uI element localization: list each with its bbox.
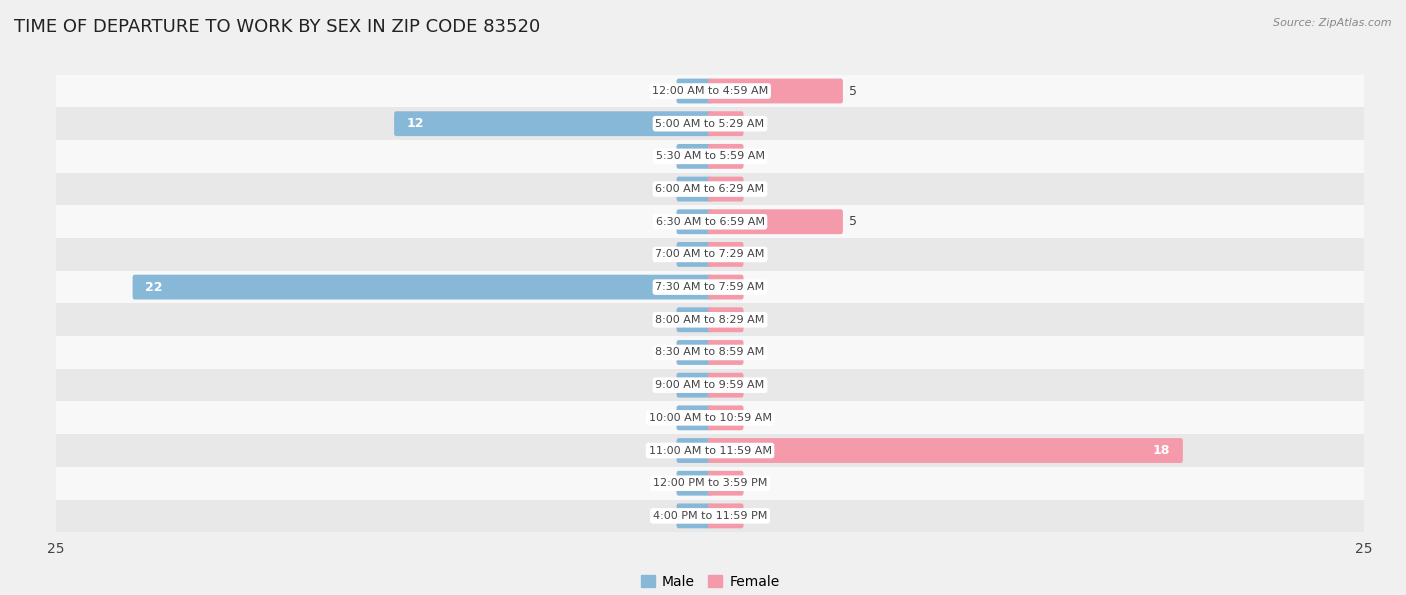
FancyBboxPatch shape	[676, 503, 711, 528]
FancyBboxPatch shape	[709, 275, 744, 299]
FancyBboxPatch shape	[56, 271, 1364, 303]
Text: 18: 18	[1153, 444, 1170, 457]
Text: 0: 0	[749, 314, 758, 326]
FancyBboxPatch shape	[709, 438, 1182, 463]
Text: 9:00 AM to 9:59 AM: 9:00 AM to 9:59 AM	[655, 380, 765, 390]
Text: 5:30 AM to 5:59 AM: 5:30 AM to 5:59 AM	[655, 151, 765, 161]
FancyBboxPatch shape	[56, 336, 1364, 369]
FancyBboxPatch shape	[56, 303, 1364, 336]
Text: Source: ZipAtlas.com: Source: ZipAtlas.com	[1274, 18, 1392, 28]
FancyBboxPatch shape	[709, 340, 744, 365]
FancyBboxPatch shape	[676, 372, 711, 397]
Text: 7:30 AM to 7:59 AM: 7:30 AM to 7:59 AM	[655, 282, 765, 292]
FancyBboxPatch shape	[56, 467, 1364, 500]
FancyBboxPatch shape	[709, 177, 744, 202]
FancyBboxPatch shape	[709, 111, 744, 136]
Text: 0: 0	[749, 117, 758, 130]
Text: 6:00 AM to 6:29 AM: 6:00 AM to 6:29 AM	[655, 184, 765, 194]
FancyBboxPatch shape	[676, 438, 711, 463]
Text: 10:00 AM to 10:59 AM: 10:00 AM to 10:59 AM	[648, 413, 772, 423]
Text: 11:00 AM to 11:59 AM: 11:00 AM to 11:59 AM	[648, 446, 772, 456]
FancyBboxPatch shape	[676, 471, 711, 496]
Text: 5: 5	[849, 215, 856, 228]
FancyBboxPatch shape	[676, 340, 711, 365]
FancyBboxPatch shape	[709, 471, 744, 496]
FancyBboxPatch shape	[676, 308, 711, 332]
FancyBboxPatch shape	[709, 79, 842, 104]
Text: 0: 0	[662, 150, 671, 163]
FancyBboxPatch shape	[709, 503, 744, 528]
Text: 0: 0	[662, 248, 671, 261]
Text: 0: 0	[749, 509, 758, 522]
Text: 12:00 AM to 4:59 AM: 12:00 AM to 4:59 AM	[652, 86, 768, 96]
Text: 0: 0	[662, 509, 671, 522]
FancyBboxPatch shape	[56, 173, 1364, 205]
Text: 0: 0	[662, 411, 671, 424]
FancyBboxPatch shape	[676, 79, 711, 104]
FancyBboxPatch shape	[56, 74, 1364, 107]
FancyBboxPatch shape	[56, 205, 1364, 238]
FancyBboxPatch shape	[676, 209, 711, 234]
FancyBboxPatch shape	[709, 209, 842, 234]
FancyBboxPatch shape	[56, 500, 1364, 533]
FancyBboxPatch shape	[709, 144, 744, 169]
FancyBboxPatch shape	[709, 308, 744, 332]
Text: 0: 0	[662, 84, 671, 98]
Text: 0: 0	[662, 215, 671, 228]
Text: 0: 0	[749, 248, 758, 261]
Text: 12:00 PM to 3:59 PM: 12:00 PM to 3:59 PM	[652, 478, 768, 488]
Text: 5:00 AM to 5:29 AM: 5:00 AM to 5:29 AM	[655, 118, 765, 129]
Text: 4:00 PM to 11:59 PM: 4:00 PM to 11:59 PM	[652, 511, 768, 521]
Legend: Male, Female: Male, Female	[641, 575, 779, 589]
Text: 8:00 AM to 8:29 AM: 8:00 AM to 8:29 AM	[655, 315, 765, 325]
FancyBboxPatch shape	[709, 372, 744, 397]
Text: 0: 0	[749, 378, 758, 392]
Text: 0: 0	[662, 314, 671, 326]
FancyBboxPatch shape	[56, 402, 1364, 434]
Text: 8:30 AM to 8:59 AM: 8:30 AM to 8:59 AM	[655, 347, 765, 358]
FancyBboxPatch shape	[56, 369, 1364, 402]
FancyBboxPatch shape	[56, 434, 1364, 467]
Text: TIME OF DEPARTURE TO WORK BY SEX IN ZIP CODE 83520: TIME OF DEPARTURE TO WORK BY SEX IN ZIP …	[14, 18, 540, 36]
Text: 0: 0	[662, 346, 671, 359]
Text: 22: 22	[145, 281, 163, 293]
Text: 0: 0	[749, 411, 758, 424]
Text: 0: 0	[749, 477, 758, 490]
FancyBboxPatch shape	[56, 140, 1364, 173]
Text: 0: 0	[662, 444, 671, 457]
Text: 0: 0	[662, 183, 671, 196]
FancyBboxPatch shape	[709, 405, 744, 430]
FancyBboxPatch shape	[394, 111, 711, 136]
FancyBboxPatch shape	[676, 177, 711, 202]
Text: 0: 0	[749, 281, 758, 293]
FancyBboxPatch shape	[676, 405, 711, 430]
FancyBboxPatch shape	[709, 242, 744, 267]
Text: 0: 0	[662, 378, 671, 392]
Text: 7:00 AM to 7:29 AM: 7:00 AM to 7:29 AM	[655, 249, 765, 259]
Text: 12: 12	[406, 117, 425, 130]
Text: 0: 0	[749, 183, 758, 196]
Text: 0: 0	[749, 150, 758, 163]
Text: 5: 5	[849, 84, 856, 98]
FancyBboxPatch shape	[676, 144, 711, 169]
FancyBboxPatch shape	[56, 107, 1364, 140]
FancyBboxPatch shape	[132, 275, 711, 299]
Text: 0: 0	[662, 477, 671, 490]
FancyBboxPatch shape	[56, 238, 1364, 271]
FancyBboxPatch shape	[676, 242, 711, 267]
Text: 6:30 AM to 6:59 AM: 6:30 AM to 6:59 AM	[655, 217, 765, 227]
Text: 0: 0	[749, 346, 758, 359]
